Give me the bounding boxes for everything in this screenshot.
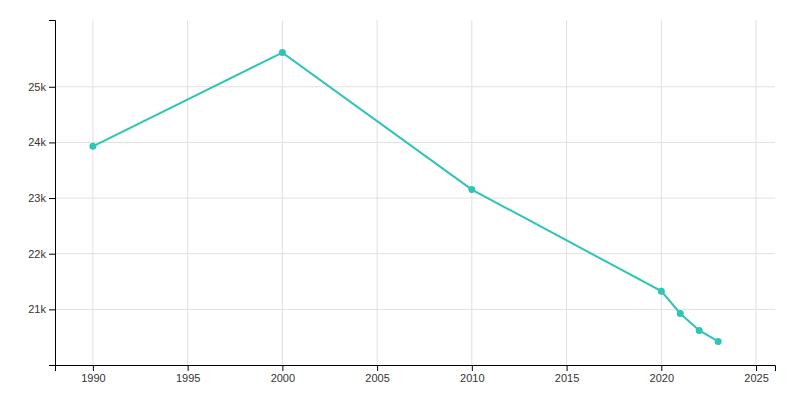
point [279, 49, 286, 56]
x-tick: 2020 [650, 365, 674, 384]
y-tick-mark [49, 309, 55, 310]
grid-line-y [55, 253, 775, 254]
x-tick-label: 1990 [81, 372, 105, 384]
y-tick-mark [49, 142, 55, 143]
y-axis: 21k 22k 23k 24k 25k [28, 21, 55, 366]
x-tick: 2000 [271, 365, 295, 384]
point [468, 186, 475, 193]
x-tick: 2010 [460, 365, 484, 384]
x-tick-label: 2015 [555, 372, 579, 384]
grid-line-y [55, 309, 775, 310]
grid-line-y [55, 198, 775, 199]
x-tick-mark [93, 365, 94, 371]
y-tick-mark [49, 254, 55, 255]
x-tick: 2005 [365, 365, 389, 384]
x-tick-mark [377, 365, 378, 371]
x-tick: 2015 [555, 365, 579, 384]
x-tick-label: 2025 [744, 372, 768, 384]
x-tick-label: 2010 [460, 372, 484, 384]
grid [55, 20, 775, 365]
x-axis-line [56, 366, 776, 372]
x-tick: 1995 [176, 365, 200, 384]
x-tick-label: 2005 [365, 372, 389, 384]
y-tick-mark [49, 87, 55, 88]
point [89, 143, 96, 150]
x-tick-mark [472, 365, 473, 371]
grid-line-x [756, 20, 757, 365]
x-tick-mark [188, 365, 189, 371]
x-axis: 1990 1995 2000 2005 2010 2015 2020 2025 [56, 365, 776, 384]
y-tick-label: 21k [28, 303, 46, 315]
y-tick: 25k [28, 81, 55, 93]
point [658, 288, 665, 295]
chart: 1990 1995 2000 2005 2010 2015 2020 2025 21k 22k 23… [0, 0, 800, 400]
x-tick-mark [756, 365, 757, 371]
x-tick-mark [567, 365, 568, 371]
y-tick-label: 23k [28, 192, 46, 204]
grid-line-y [55, 142, 775, 143]
x-tick: 2025 [744, 365, 768, 384]
grid-line-x [377, 20, 378, 365]
grid-line-x [187, 20, 188, 365]
point [677, 310, 684, 317]
series [89, 49, 721, 345]
point [715, 338, 722, 345]
x-tick-mark [661, 365, 662, 371]
grid-line-x [566, 20, 567, 365]
x-tick-label: 1995 [176, 372, 200, 384]
x-tick-mark [282, 365, 283, 371]
y-tick: 23k [28, 192, 55, 204]
grid-line-x [661, 20, 662, 365]
plot: 1990 1995 2000 2005 2010 2015 2020 2025 21k 22k 23… [28, 20, 775, 384]
y-tick-label: 24k [28, 136, 46, 148]
y-tick-mark [49, 198, 55, 199]
y-tick: 22k [28, 248, 55, 260]
y-tick-label: 25k [28, 81, 46, 93]
y-tick: 24k [28, 136, 55, 148]
x-tick: 1990 [81, 365, 105, 384]
x-tick-label: 2020 [650, 372, 674, 384]
line [93, 53, 718, 342]
point [696, 327, 703, 334]
y-tick-label: 22k [28, 248, 46, 260]
x-tick-label: 2000 [271, 372, 295, 384]
grid-line-x [92, 20, 93, 365]
grid-line-y [55, 86, 775, 87]
y-tick: 21k [28, 303, 55, 315]
grid-line-x [282, 20, 283, 365]
y-axis-line [49, 21, 56, 366]
